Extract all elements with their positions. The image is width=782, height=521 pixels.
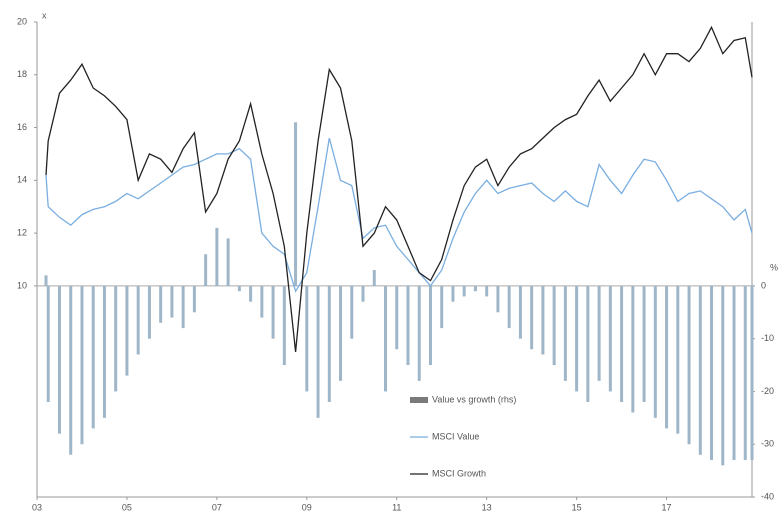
bar <box>170 285 174 318</box>
bar <box>215 227 219 286</box>
bar <box>518 285 522 339</box>
x-tick-label: 13 <box>482 502 492 512</box>
x-tick-label: 15 <box>572 502 582 512</box>
x-tick-label: 07 <box>212 502 222 512</box>
bar <box>608 285 612 392</box>
line <box>45 25 753 352</box>
bar <box>473 285 477 292</box>
bar <box>743 285 747 461</box>
bar <box>530 285 534 350</box>
bar <box>384 285 388 392</box>
x-tick-label: 09 <box>302 502 312 512</box>
bar <box>597 285 601 381</box>
bar <box>305 285 309 392</box>
bar <box>316 285 320 418</box>
bar <box>496 285 500 313</box>
y2-tick-label: -40 <box>761 491 774 501</box>
x-tick-label: 05 <box>122 502 132 512</box>
x-tick-label: 17 <box>662 502 672 512</box>
y2-tick-label: -30 <box>761 439 774 449</box>
x-tick-label: 03 <box>32 502 42 512</box>
bar <box>294 122 298 286</box>
bar <box>282 285 286 366</box>
line <box>45 137 753 293</box>
bar <box>710 285 714 461</box>
bar <box>485 285 489 297</box>
bar <box>721 285 725 466</box>
bar <box>80 285 84 445</box>
bar <box>687 285 691 445</box>
bar <box>91 285 95 429</box>
bar <box>204 254 208 286</box>
bar <box>159 285 163 323</box>
bar <box>417 285 421 381</box>
bar <box>136 285 140 355</box>
legend-label: MSCI Value <box>432 431 479 441</box>
y-tick-label: 18 <box>17 69 27 79</box>
bar <box>361 285 365 302</box>
bar <box>350 285 354 339</box>
bar <box>181 285 185 329</box>
bar <box>440 285 444 329</box>
y2-tick-label: -10 <box>761 333 774 343</box>
y-tick-label: 16 <box>17 122 27 132</box>
bar <box>46 285 50 402</box>
bar <box>125 285 129 376</box>
y2-tick-label: -20 <box>761 386 774 396</box>
bar <box>507 285 511 329</box>
bar <box>192 285 196 313</box>
bar <box>586 285 590 402</box>
legend-swatch <box>410 397 428 403</box>
bar <box>732 285 736 461</box>
legend-label: MSCI Growth <box>432 468 486 478</box>
bar <box>552 285 556 366</box>
y2-axis-label: % <box>770 262 778 272</box>
bar <box>676 285 680 434</box>
bar <box>428 285 432 366</box>
bar <box>750 285 754 461</box>
bar <box>563 285 567 381</box>
x-tick-label: 11 <box>392 502 401 512</box>
bar <box>237 285 241 292</box>
y2-tick-label: 0 <box>761 280 766 290</box>
bar <box>653 285 657 418</box>
bar <box>698 285 702 455</box>
bar <box>462 285 466 297</box>
bar <box>451 285 455 302</box>
bar <box>327 285 331 402</box>
legend-label: Value vs growth (rhs) <box>432 394 516 404</box>
bar <box>406 285 410 366</box>
bar <box>575 285 579 392</box>
bar <box>665 285 669 429</box>
bar <box>642 285 646 402</box>
bar <box>339 285 343 381</box>
bar <box>541 285 545 355</box>
bar <box>69 285 73 455</box>
bar <box>44 275 48 286</box>
bar <box>620 285 624 402</box>
bar <box>631 285 635 413</box>
bar <box>147 285 151 339</box>
bar <box>372 270 376 286</box>
bar <box>226 238 230 286</box>
bar <box>260 285 264 318</box>
bar <box>57 285 61 434</box>
bar <box>249 285 253 302</box>
bar <box>395 285 399 350</box>
y-tick-label: 10 <box>17 280 27 290</box>
bar <box>271 285 275 339</box>
y-tick-label: 12 <box>17 227 27 237</box>
y-tick-label: 14 <box>17 175 27 185</box>
y-axis-label: x <box>42 10 47 20</box>
bar <box>114 285 118 392</box>
bar <box>102 285 106 418</box>
y-tick-label: 20 <box>17 16 27 26</box>
